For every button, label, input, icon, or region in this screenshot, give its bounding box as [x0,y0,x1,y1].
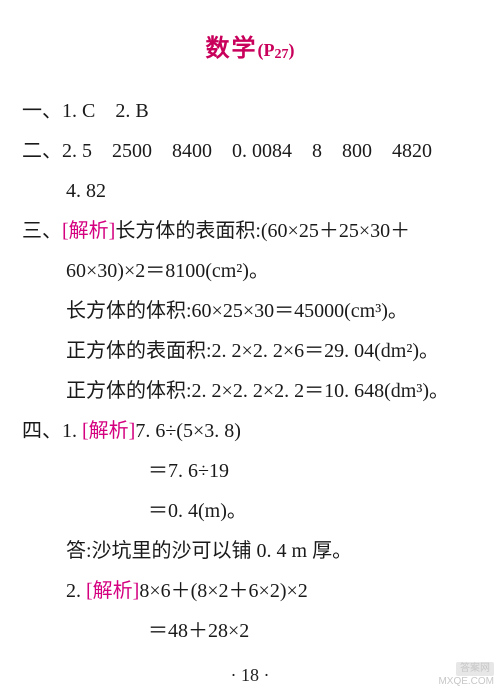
analysis-label: [解析] [82,420,135,442]
text-line: ＝48＋28×2 [22,611,478,651]
analysis-label: [解析] [62,220,115,242]
title-paren-num: 27 [275,47,289,62]
text-run: 长方体的体积:60×25×30＝45000(cm³)。 [66,300,408,322]
text-run: 60×30)×2＝8100(cm²)。 [66,260,269,282]
title-paren-close: ) [289,40,295,60]
text-line: 四、1. [解析]7. 6÷(5×3. 8) [22,411,478,451]
text-run: ＝7. 6÷19 [148,460,229,482]
page-title: 数学(P27) [22,28,478,63]
content-body: 一、1. C 2. B 二、2. 5 2500 8400 0. 0084 8 80… [22,91,478,651]
text-line: 二、2. 5 2500 8400 0. 0084 8 800 4820 [22,131,478,171]
text-line: 2. [解析]8×6＋(8×2＋6×2)×2 [22,571,478,611]
text-line: ＝0. 4(m)。 [22,491,478,531]
text-line: ＝7. 6÷19 [22,451,478,491]
watermark-line2: MXQE.COM [438,676,494,687]
text-line: 答:沙坑里的沙可以铺 0. 4 m 厚。 [22,531,478,571]
text-run: 答:沙坑里的沙可以铺 0. 4 m 厚。 [66,540,352,562]
text-line: 三、[解析]长方体的表面积:(60×25＋25×30＋ [22,211,478,251]
text-line: 正方体的体积:2. 2×2. 2×2. 2＝10. 648(dm³)。 [22,371,478,411]
text-line: 正方体的表面积:2. 2×2. 2×6＝29. 04(dm²)。 [22,331,478,371]
text-run: 一、1. C 2. B [22,100,149,122]
title-main: 数学 [206,36,258,62]
text-line: 长方体的体积:60×25×30＝45000(cm³)。 [22,291,478,331]
text-line: 60×30)×2＝8100(cm²)。 [22,251,478,291]
text-run: 正方体的表面积:2. 2×2. 2×6＝29. 04(dm²)。 [66,340,439,362]
text-line: 4. 82 [22,171,478,211]
text-line: 一、1. C 2. B [22,91,478,131]
text-run: 4. 82 [66,180,106,202]
page-number: · 18 · [0,665,500,686]
watermark-line1: 答案网 [456,662,494,676]
analysis-label: [解析] [86,580,139,602]
text-run: 7. 6÷(5×3. 8) [135,420,241,442]
text-run: 长方体的表面积:(60×25＋25×30＋ [115,220,410,242]
text-run: 四、1. [22,420,82,442]
text-run: 2. [66,580,86,602]
page: 数学(P27) 一、1. C 2. B 二、2. 5 2500 8400 0. 0… [0,0,500,651]
text-run: 二、2. 5 2500 8400 0. 0084 8 800 4820 [22,140,432,162]
text-run: 8×6＋(8×2＋6×2)×2 [139,580,307,602]
text-run: 三、 [22,220,62,242]
title-paren-open: (P [258,40,275,60]
text-run: ＝48＋28×2 [148,620,249,642]
watermark: 答案网 MXQE.COM [438,662,494,688]
text-run: 正方体的体积:2. 2×2. 2×2. 2＝10. 648(dm³)。 [66,380,449,402]
text-run: ＝0. 4(m)。 [148,500,247,522]
